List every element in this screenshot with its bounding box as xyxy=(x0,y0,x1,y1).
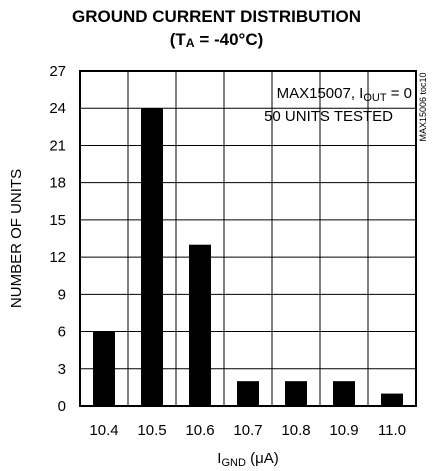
y-tick-label: 12 xyxy=(49,249,66,266)
x-tick-label: 10.4 xyxy=(89,422,118,439)
x-tick-label: 10.6 xyxy=(185,422,214,439)
annotation-line1-subscript: OUT xyxy=(363,92,387,104)
annotation-line1-suffix: = 0 xyxy=(387,85,412,102)
x-tick-label: 10.8 xyxy=(281,422,310,439)
y-tick-label: 18 xyxy=(49,175,66,192)
y-tick-labels: 0 3 6 9 12 15 18 21 24 27 xyxy=(49,63,66,415)
annotation-line2: 50 UNITS TESTED xyxy=(264,108,393,125)
y-tick-label: 24 xyxy=(49,100,66,117)
annotation-line1-prefix: MAX15007, I xyxy=(277,85,364,102)
bar-10.7 xyxy=(237,381,259,406)
bar-10.8 xyxy=(285,381,307,406)
bar-11.0 xyxy=(381,393,403,406)
x-tick-label: 10.5 xyxy=(137,422,166,439)
x-tick-label: 11.0 xyxy=(378,422,406,439)
chart-subtitle: (TA = -40°C) xyxy=(0,30,433,50)
y-tick-label: 9 xyxy=(58,286,66,303)
bar-10.6 xyxy=(189,244,211,406)
y-tick-label: 15 xyxy=(49,212,66,229)
side-code-label: MAX15006 toc10 xyxy=(418,72,428,141)
bar-10.4 xyxy=(93,331,115,406)
bars-layer xyxy=(93,108,403,406)
x-axis-label-prefix: I xyxy=(217,450,221,467)
x-axis-label-suffix: (μA) xyxy=(246,450,279,467)
x-axis-label: IGND (μA) xyxy=(217,450,278,469)
y-tick-label: 6 xyxy=(58,324,66,341)
chart-subtitle-subscript: A xyxy=(185,36,195,51)
x-axis-label-subscript: GND xyxy=(221,457,246,469)
y-tick-label: 3 xyxy=(58,361,66,378)
x-tick-label: 10.7 xyxy=(233,422,262,439)
chart-title: GROUND CURRENT DISTRIBUTION xyxy=(0,7,433,27)
y-tick-label: 0 xyxy=(58,398,66,415)
bar-10.5 xyxy=(141,108,163,406)
plot-frame xyxy=(79,70,417,407)
bar-10.9 xyxy=(333,381,355,406)
y-axis-label: NUMBER OF UNITS xyxy=(8,169,25,308)
chart-title-line1: GROUND CURRENT DISTRIBUTION xyxy=(72,7,361,26)
y-tick-label: 27 xyxy=(49,63,66,80)
x-tick-label: 10.9 xyxy=(329,422,358,439)
y-tick-label: 21 xyxy=(49,137,66,154)
x-tick-labels: 10.4 10.5 10.6 10.7 10.8 10.9 11.0 xyxy=(89,422,406,439)
chart-subtitle-suffix: = -40°C) xyxy=(194,30,264,49)
annotation-line1: MAX15007, IOUT = 0 xyxy=(277,85,412,104)
chart-subtitle-prefix: (T xyxy=(169,30,186,49)
